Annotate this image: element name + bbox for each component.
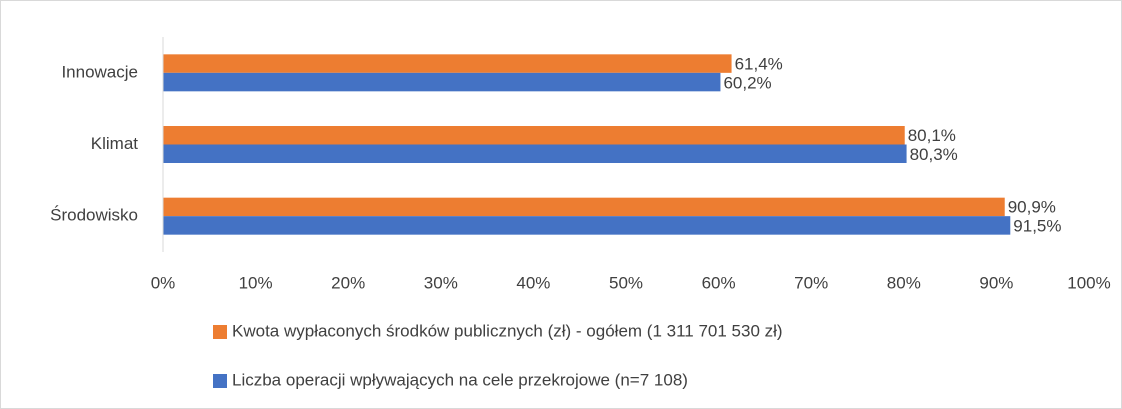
- value-label: 91,5%: [1013, 217, 1061, 236]
- x-tick-label: 30%: [424, 273, 458, 292]
- legend-label: Liczba operacji wpływających na cele prz…: [232, 370, 688, 389]
- x-tick-label: 70%: [794, 273, 828, 292]
- value-label: 61,4%: [735, 54, 783, 73]
- x-tick-label: 90%: [979, 273, 1013, 292]
- legend-swatch: [213, 374, 227, 388]
- bar: [163, 144, 907, 163]
- x-tick-label: 60%: [702, 273, 736, 292]
- y-tick-label: Klimat: [91, 134, 139, 153]
- value-label: 90,9%: [1008, 198, 1056, 217]
- y-tick-label: Innowacje: [61, 62, 138, 81]
- bar: [163, 197, 1005, 217]
- x-tick-label: 100%: [1067, 273, 1110, 292]
- y-tick-label: Środowisko: [50, 206, 138, 225]
- x-tick-label: 0%: [151, 273, 176, 292]
- bar: [163, 126, 905, 145]
- x-tick-label: 40%: [516, 273, 550, 292]
- bar: [163, 54, 732, 73]
- x-tick-label: 50%: [609, 273, 643, 292]
- x-tick-label: 10%: [239, 273, 273, 292]
- legend-swatch: [213, 325, 227, 339]
- value-label: 80,1%: [908, 126, 956, 145]
- bar: [163, 216, 1011, 235]
- x-tick-label: 20%: [331, 273, 365, 292]
- legend-label: Kwota wypłaconych środków publicznych (z…: [232, 321, 783, 340]
- bar: [163, 72, 721, 92]
- value-label: 80,3%: [910, 145, 958, 164]
- x-tick-label: 80%: [887, 273, 921, 292]
- value-label: 60,2%: [723, 73, 771, 92]
